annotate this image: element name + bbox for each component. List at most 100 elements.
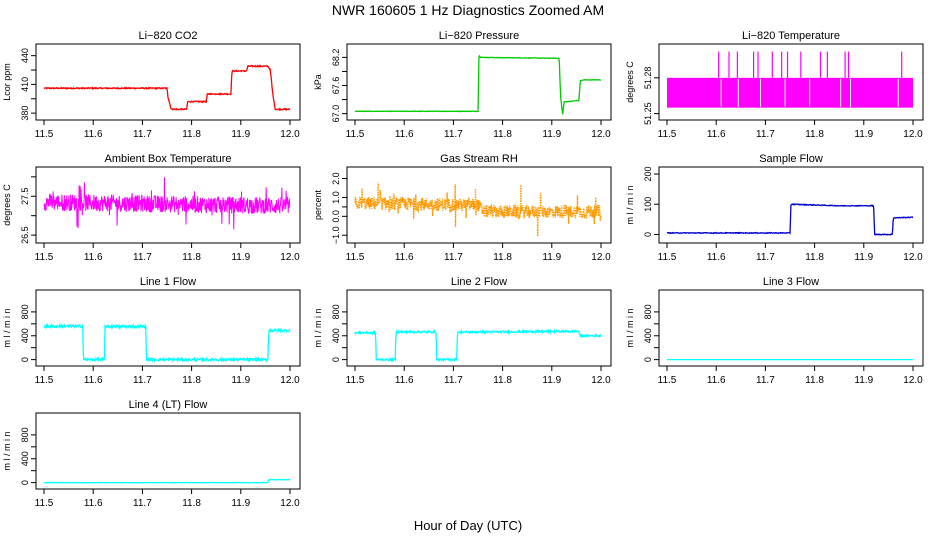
- series-line: [354, 182, 602, 237]
- y-tick-label: 800: [643, 304, 653, 319]
- plot-frame: [658, 289, 924, 367]
- x-tick-label: 11.6: [84, 129, 103, 140]
- x-tick-label: 11.8: [493, 252, 512, 263]
- y-tick-label: 800: [20, 304, 30, 319]
- y-tick-label: 200: [643, 167, 653, 182]
- plot-frame: [35, 412, 301, 490]
- x-tick-label: 11.8: [182, 498, 201, 509]
- y-tick-label: 0: [20, 480, 30, 485]
- plot-frame: [658, 166, 924, 244]
- x-tick-label: 11.7: [756, 252, 775, 263]
- panel-title: Sample Flow: [759, 153, 823, 165]
- x-tick-label: 11.9: [542, 129, 561, 140]
- y-tick-label: 800: [20, 427, 30, 442]
- x-tick-label: 11.9: [231, 375, 250, 386]
- x-tick-label: 11.9: [231, 252, 250, 263]
- x-tick-label: 11.6: [84, 252, 103, 263]
- y-axis-label: degrees C: [2, 184, 12, 226]
- y-tick-label: 68.2: [331, 49, 341, 67]
- x-tick-label: 11.6: [707, 375, 726, 386]
- x-tick-label: 12.0: [591, 129, 611, 140]
- y-axis-label: m l / m i n: [625, 308, 635, 347]
- x-tick-label: 11.5: [658, 375, 677, 386]
- x-tick-label: 12.0: [280, 252, 300, 263]
- plot-frame: [658, 43, 924, 121]
- panel-title: Li−820 CO2: [138, 30, 197, 42]
- panel-line-2-flow: Line 2 Flow 11.5 11.6 11.7 11.8 11.9 12.0 0 400 8…: [313, 276, 612, 386]
- x-tick-label: 11.9: [854, 375, 873, 386]
- x-tick-label: 11.9: [854, 252, 873, 263]
- y-tick-label: 800: [331, 304, 341, 319]
- y-tick-label: 0: [331, 357, 341, 362]
- y-tick-label: 0: [643, 357, 653, 362]
- series-line: [43, 322, 291, 364]
- x-tick-label: 11.6: [707, 252, 726, 263]
- x-tick-label: 11.5: [346, 252, 365, 263]
- panel-title: Ambient Box Temperature: [105, 153, 232, 165]
- x-tick-label: 11.8: [805, 375, 824, 386]
- x-tick-label: 11.7: [444, 375, 463, 386]
- panel-ambient-box-temperature: Ambient Box Temperature 11.5 11.6 11.7 11.8 1…: [2, 153, 301, 263]
- x-tick-label: 11.9: [231, 498, 250, 509]
- x-tick-label: 12.0: [903, 375, 923, 386]
- y-tick-label: 1.0: [331, 191, 341, 204]
- plot-frame: [35, 43, 301, 121]
- plot-frame: [35, 289, 301, 367]
- y-tick-label: 440: [20, 48, 30, 63]
- x-tick-label: 11.8: [493, 375, 512, 386]
- panel-title: Line 4 (LT) Flow: [129, 399, 208, 411]
- x-tick-label: 11.7: [133, 498, 152, 509]
- panel-title: Li−820 Temperature: [742, 30, 840, 42]
- x-tick-label: 12.0: [903, 252, 923, 263]
- y-tick-label: 67.0: [331, 105, 341, 123]
- y-tick-label: −1.0: [331, 226, 341, 244]
- panel-title: Line 2 Flow: [451, 276, 507, 288]
- y-tick-label: 51.25: [643, 102, 653, 125]
- y-axis-label: percent: [313, 189, 323, 220]
- panel-gas-stream-rh: Gas Stream RH 11.5 11.6 11.7 11.8 11.9 12.0 −1.…: [313, 153, 612, 263]
- panel-title: Li−820 Pressure: [439, 30, 519, 42]
- x-tick-label: 11.5: [35, 252, 54, 263]
- x-tick-label: 12.0: [280, 498, 300, 509]
- x-axis-label: Hour of Day (UTC): [413, 518, 523, 533]
- x-tick-label: 11.8: [182, 129, 201, 140]
- x-tick-label: 11.7: [133, 252, 152, 263]
- y-tick-label: 0: [643, 232, 653, 237]
- series-line: [666, 202, 914, 236]
- x-tick-label: 11.8: [182, 252, 201, 263]
- plot-frame: [346, 289, 612, 367]
- x-tick-label: 11.7: [133, 129, 152, 140]
- x-tick-label: 11.5: [658, 129, 677, 140]
- series-band: [667, 77, 913, 108]
- panel-sample-flow: Sample Flow 11.5 11.6 11.7 11.8 11.9 12.0 0 100 2…: [625, 153, 924, 263]
- panel-title: Line 1 Flow: [140, 276, 196, 288]
- y-tick-label: 0.0: [331, 210, 341, 223]
- panel-li-820-temperature: Li−820 Temperature 11.5 11.6 11.7 11.8 11.9 12…: [625, 30, 924, 140]
- y-tick-label: 380: [20, 106, 30, 121]
- y-tick-label: 26.5: [20, 226, 30, 244]
- x-tick-label: 11.7: [133, 375, 152, 386]
- x-tick-label: 11.6: [84, 498, 103, 509]
- x-tick-label: 11.7: [756, 375, 775, 386]
- x-tick-label: 11.7: [444, 129, 463, 140]
- panel-title: Line 3 Flow: [763, 276, 819, 288]
- series-line: [354, 328, 602, 363]
- y-axis-label: m l / m i n: [625, 185, 635, 224]
- x-tick-label: 11.5: [346, 129, 365, 140]
- x-tick-label: 11.8: [182, 375, 201, 386]
- x-tick-label: 12.0: [903, 129, 923, 140]
- x-tick-label: 12.0: [280, 375, 300, 386]
- x-tick-label: 11.9: [231, 129, 250, 140]
- x-tick-label: 11.8: [493, 129, 512, 140]
- x-tick-label: 11.5: [346, 375, 365, 386]
- x-tick-label: 11.5: [35, 129, 54, 140]
- y-tick-label: 400: [20, 451, 30, 466]
- series-line: [43, 177, 291, 230]
- x-tick-label: 11.8: [805, 129, 824, 140]
- y-tick-label: 400: [643, 328, 653, 343]
- y-axis-label: m l / m i n: [2, 431, 12, 470]
- x-tick-label: 11.6: [395, 129, 414, 140]
- x-tick-label: 11.7: [444, 252, 463, 263]
- y-tick-label: 100: [643, 197, 653, 212]
- y-axis-label: degrees C: [625, 61, 635, 103]
